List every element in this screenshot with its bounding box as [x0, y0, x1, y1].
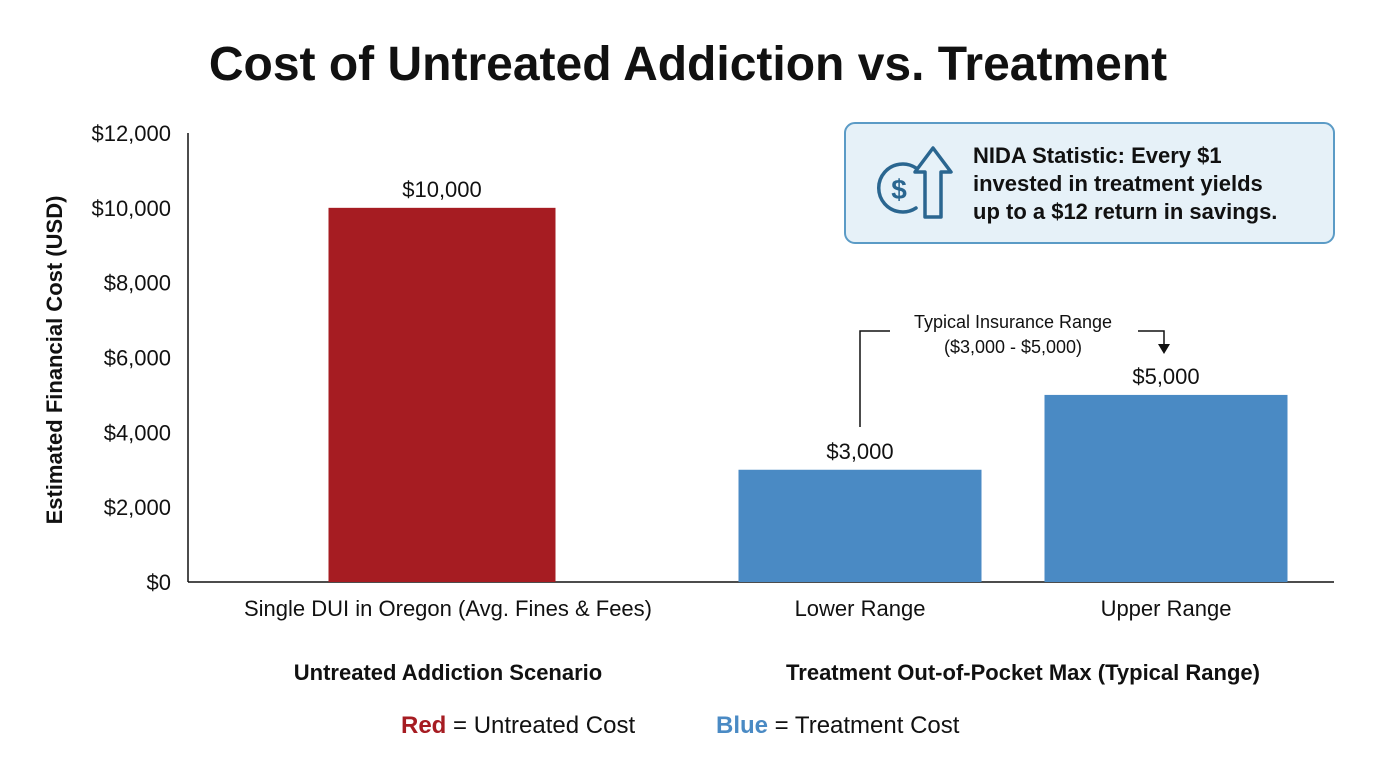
bar-treatment-1: [738, 469, 982, 582]
annotation-line-1: Typical Insurance Range: [914, 312, 1112, 332]
bar-treatment-2: [1044, 394, 1288, 582]
y-tick-label: $0: [147, 570, 171, 595]
callout-line-3: up to a $12 return in savings.: [973, 199, 1277, 224]
callout-line-1: NIDA Statistic: Every $1: [973, 143, 1222, 168]
category-labels: Single DUI in Oregon (Avg. Fines & Fees)…: [244, 596, 1231, 621]
y-tick-label: $8,000: [104, 271, 171, 296]
y-tick-label: $10,000: [91, 196, 171, 221]
legend-blue: Blue = Treatment Cost: [716, 712, 960, 739]
dollar-up-arrow-icon: $: [876, 146, 953, 219]
bars: [328, 207, 1288, 583]
category-label: Lower Range: [795, 596, 926, 621]
annotation-arrowhead-icon: [1158, 344, 1170, 354]
svg-text:$: $: [891, 174, 907, 205]
legend-red-word: Red: [401, 712, 446, 739]
y-tick-label: $6,000: [104, 346, 171, 371]
bar-value-labels: $10,000 $3,000 $5,000: [402, 177, 1199, 464]
insurance-range-annotation: Typical Insurance Range ($3,000 - $5,000…: [859, 312, 1170, 427]
bar-value-label: $3,000: [826, 439, 893, 464]
y-tick-label: $4,000: [104, 420, 171, 445]
bar-value-label: $5,000: [1132, 364, 1199, 389]
callout-box: [844, 122, 1335, 244]
annotation-bracket-left: [859, 330, 890, 427]
legend-red-text: = Untreated Cost: [446, 712, 635, 739]
group-label-untreated: Untreated Addiction Scenario: [294, 660, 602, 685]
category-label: Single DUI in Oregon (Avg. Fines & Fees): [244, 596, 652, 621]
y-axis-label: Estimated Financial Cost (USD): [42, 196, 67, 525]
annotation-line-2: ($3,000 - $5,000): [944, 337, 1082, 357]
chart-title: Cost of Untreated Addiction vs. Treatmen…: [209, 38, 1167, 91]
annotation-bracket-right: [1138, 330, 1165, 346]
legend-blue-text: = Treatment Cost: [768, 712, 960, 739]
y-tick-label: $12,000: [91, 121, 171, 146]
y-axis-ticks: $0 $2,000 $4,000 $6,000 $8,000 $10,000 $12,000: [91, 121, 171, 595]
y-tick-label: $2,000: [104, 495, 171, 520]
legend-red: Red = Untreated Cost: [401, 712, 635, 739]
nida-callout: $ NIDA Statistic: Every $1 invested in t…: [844, 122, 1335, 244]
bar-value-label: $10,000: [402, 177, 482, 202]
group-label-treatment: Treatment Out-of-Pocket Max (Typical Ran…: [786, 660, 1260, 685]
bar-untreated-0: [328, 207, 556, 583]
callout-line-2: invested in treatment yields: [973, 171, 1263, 196]
legend-blue-word: Blue: [716, 712, 768, 739]
category-label: Upper Range: [1101, 596, 1232, 621]
